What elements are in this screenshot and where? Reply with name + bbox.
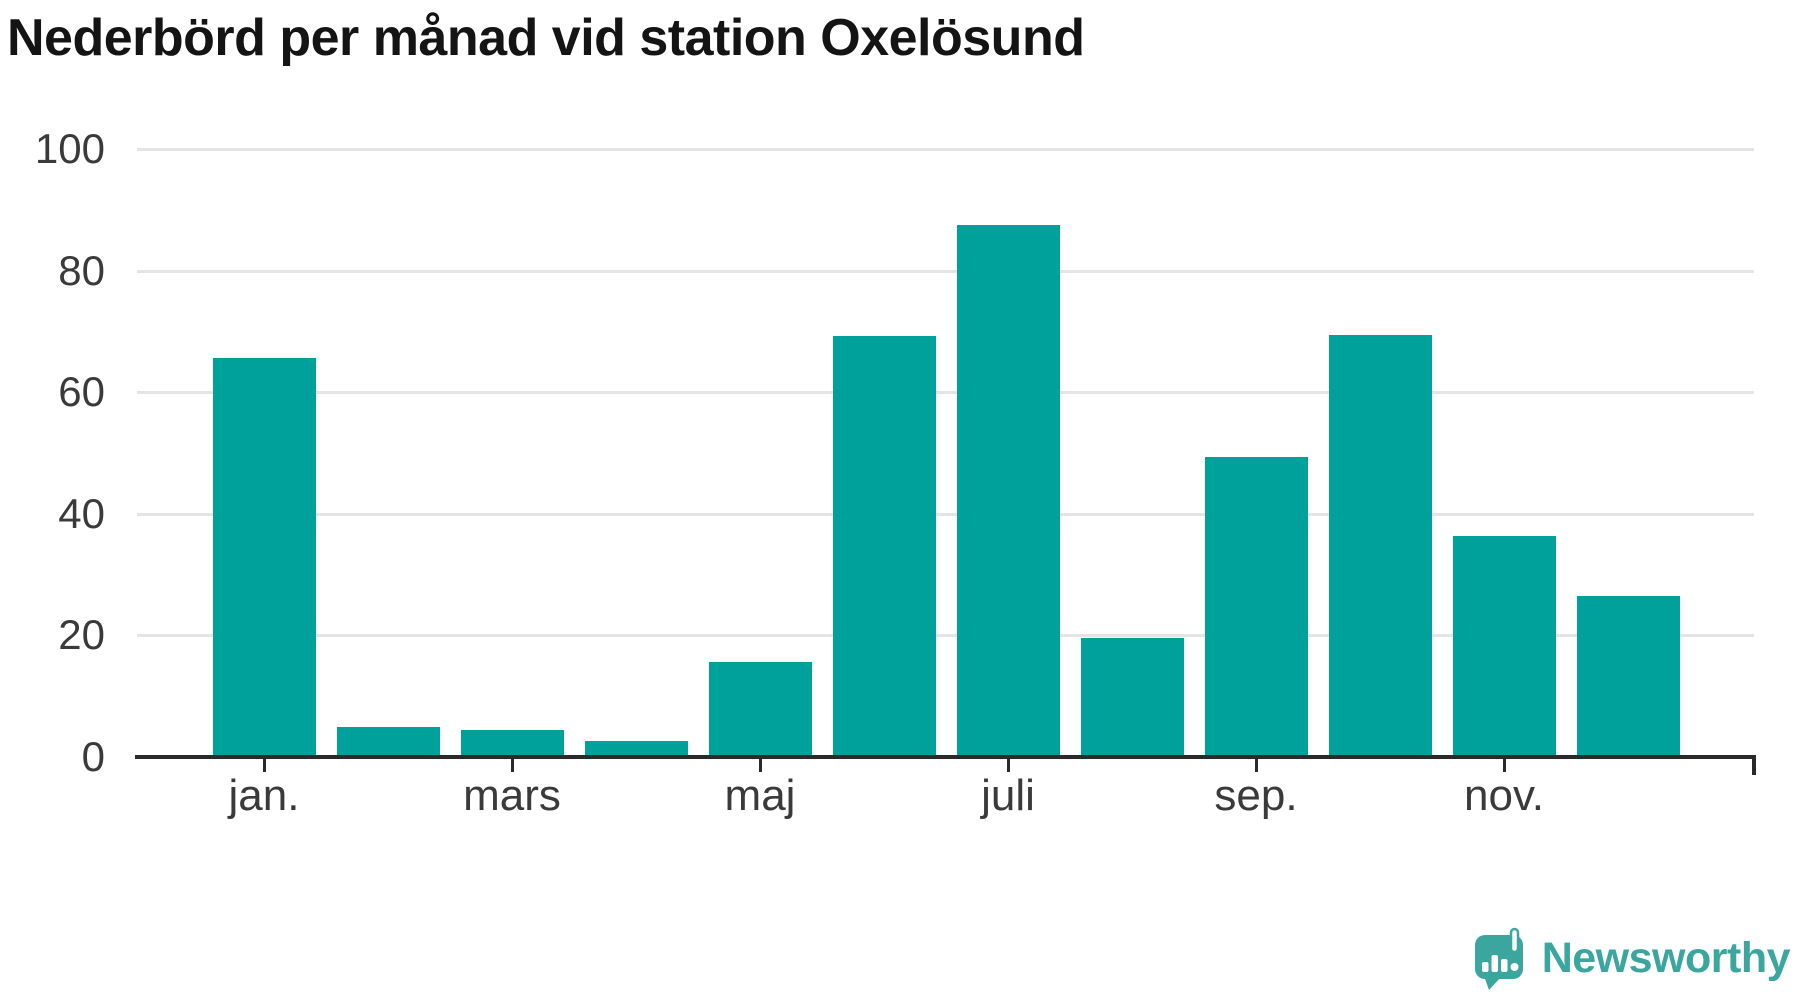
gridline-y-100 bbox=[137, 148, 1754, 151]
x-tick-label-sep: sep. bbox=[1214, 771, 1298, 820]
bar-jan bbox=[213, 358, 316, 757]
bar-dec bbox=[1577, 596, 1680, 757]
bar-juli bbox=[957, 225, 1060, 757]
x-tick-mars bbox=[511, 757, 514, 772]
bar-juni bbox=[833, 336, 936, 757]
gridline-y-20 bbox=[137, 634, 1754, 637]
y-tick-label-40: 40 bbox=[58, 490, 105, 537]
y-tick-label-60: 60 bbox=[58, 368, 105, 415]
gridline-y-80 bbox=[137, 270, 1754, 273]
bar-sep bbox=[1205, 457, 1308, 757]
x-tick-label-jan: jan. bbox=[228, 771, 300, 820]
bar-apr bbox=[585, 741, 688, 757]
bar-aug bbox=[1081, 638, 1184, 757]
bar-mars bbox=[461, 730, 564, 757]
y-tick-label-0: 0 bbox=[81, 733, 105, 780]
x-tick-maj bbox=[759, 757, 762, 772]
bar-maj bbox=[709, 662, 812, 757]
x-tick-sep bbox=[1255, 757, 1258, 772]
x-tick-label-nov: nov. bbox=[1464, 771, 1544, 820]
gridline-y-60 bbox=[137, 391, 1754, 394]
x-axis-line bbox=[135, 755, 1756, 759]
chart-title: Nederbörd per månad vid station Oxelösun… bbox=[7, 9, 1085, 67]
x-tick-label-mars: mars bbox=[463, 771, 561, 820]
bar-nov bbox=[1453, 536, 1556, 757]
x-tick-jan bbox=[263, 757, 266, 772]
x-tick-label-maj: maj bbox=[724, 771, 796, 820]
x-tick-nov bbox=[1503, 757, 1506, 772]
gridline-y-40 bbox=[137, 513, 1754, 516]
y-tick-label-20: 20 bbox=[58, 611, 105, 658]
y-tick-label-100: 100 bbox=[34, 125, 105, 172]
y-tick-label-80: 80 bbox=[58, 247, 105, 294]
x-tick-juli bbox=[1007, 757, 1010, 772]
bar-okt bbox=[1329, 335, 1432, 757]
x-axis-end-tick bbox=[1752, 757, 1756, 775]
newsworthy-logo-icon bbox=[1474, 927, 1523, 990]
bar-feb bbox=[337, 727, 440, 757]
newsworthy-logo: Newsworthy bbox=[1474, 926, 1791, 990]
newsworthy-logo-text: Newsworthy bbox=[1541, 933, 1791, 982]
x-tick-label-juli: juli bbox=[981, 771, 1035, 820]
